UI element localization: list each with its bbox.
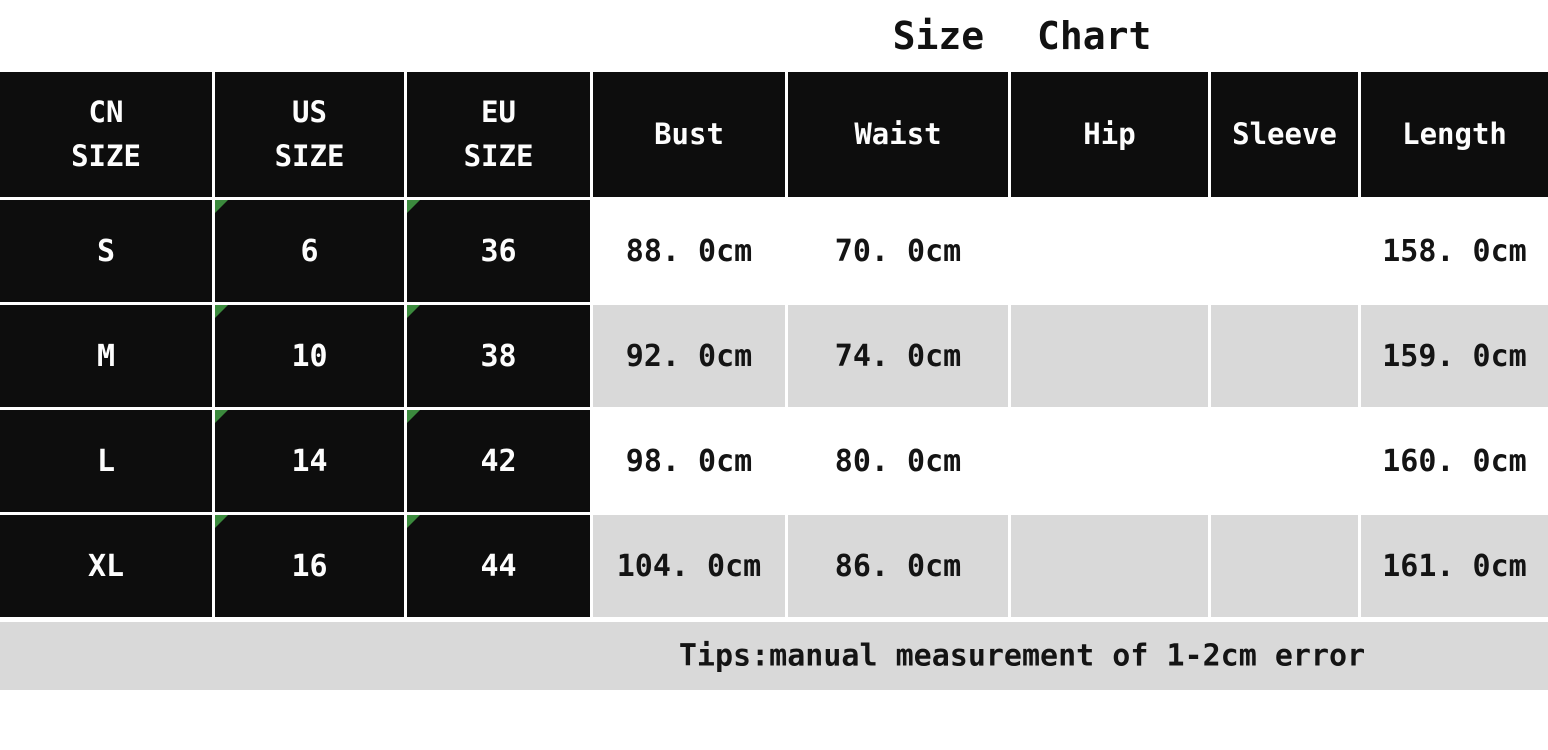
cell-waist: 86. 0cm xyxy=(788,515,1008,617)
cell-length: 160. 0cm xyxy=(1361,410,1548,512)
corner-flag-icon xyxy=(215,410,228,423)
cell-sleeve xyxy=(1211,305,1358,407)
cell-hip xyxy=(1011,410,1208,512)
cell-waist: 74. 0cm xyxy=(788,305,1008,407)
header-length: Length xyxy=(1361,72,1548,197)
cell-cn-size: S xyxy=(0,200,212,302)
cell-cn-size: L xyxy=(0,410,212,512)
corner-flag-icon xyxy=(407,515,420,528)
cell-us-size: 14 xyxy=(215,410,404,512)
cell-length: 161. 0cm xyxy=(1361,515,1548,617)
header-bust: Bust xyxy=(593,72,785,197)
header-us-size: US SIZE xyxy=(215,72,404,197)
corner-flag-icon xyxy=(407,200,420,213)
cell-length: 159. 0cm xyxy=(1361,305,1548,407)
tips-band: Tips:manual measurement of 1-2cm error xyxy=(0,622,1548,690)
corner-flag-icon xyxy=(215,515,228,528)
header-waist: Waist xyxy=(788,72,1008,197)
cell-sleeve xyxy=(1211,515,1358,617)
cell-hip xyxy=(1011,515,1208,617)
cell-us-size: 10 xyxy=(215,305,404,407)
size-chart-table: CN SIZE US SIZE EU SIZE Bust Waist Hip S… xyxy=(0,72,1548,617)
corner-flag-icon xyxy=(407,410,420,423)
cell-cn-size: M xyxy=(0,305,212,407)
cell-eu-size: 36 xyxy=(407,200,590,302)
cell-bust: 88. 0cm xyxy=(593,200,785,302)
cell-eu-size: 44 xyxy=(407,515,590,617)
header-sleeve: Sleeve xyxy=(1211,72,1358,197)
cell-hip xyxy=(1011,305,1208,407)
cell-eu-size: 42 xyxy=(407,410,590,512)
size-chart-title: Size Chart xyxy=(892,14,1152,58)
cell-us-size: 6 xyxy=(215,200,404,302)
tips-note: Tips:manual measurement of 1-2cm error xyxy=(678,638,1366,674)
cell-bust: 92. 0cm xyxy=(593,305,785,407)
cell-bust: 98. 0cm xyxy=(593,410,785,512)
cell-hip xyxy=(1011,200,1208,302)
corner-flag-icon xyxy=(215,305,228,318)
header-cn-size: CN SIZE xyxy=(0,72,212,197)
cell-sleeve xyxy=(1211,200,1358,302)
header-hip: Hip xyxy=(1011,72,1208,197)
cell-sleeve xyxy=(1211,410,1358,512)
cell-bust: 104. 0cm xyxy=(593,515,785,617)
header-eu-size: EU SIZE xyxy=(407,72,590,197)
cell-waist: 80. 0cm xyxy=(788,410,1008,512)
cell-eu-size: 38 xyxy=(407,305,590,407)
cell-us-size: 16 xyxy=(215,515,404,617)
cell-cn-size: XL xyxy=(0,515,212,617)
cell-length: 158. 0cm xyxy=(1361,200,1548,302)
corner-flag-icon xyxy=(215,200,228,213)
cell-waist: 70. 0cm xyxy=(788,200,1008,302)
corner-flag-icon xyxy=(407,305,420,318)
